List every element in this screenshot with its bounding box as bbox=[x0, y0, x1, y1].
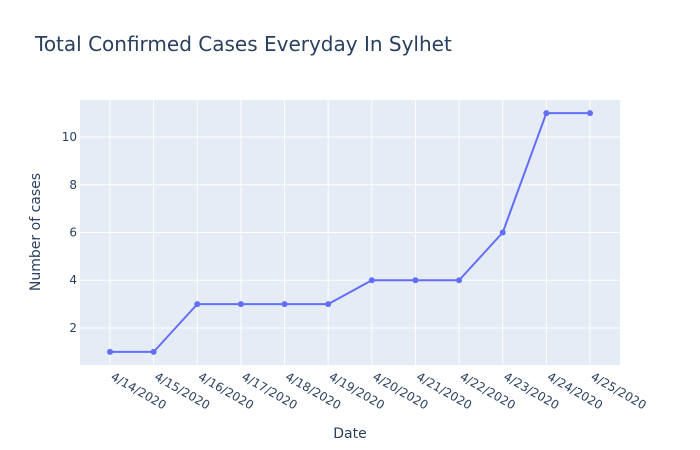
chart-title: Total Confirmed Cases Everyday In Sylhet bbox=[34, 32, 452, 56]
y-tick-label: 10 bbox=[62, 130, 77, 144]
y-tick-label: 2 bbox=[69, 321, 77, 335]
data-point bbox=[194, 301, 201, 308]
data-point bbox=[499, 229, 506, 236]
data-point bbox=[107, 348, 113, 355]
x-axis-title: Date bbox=[333, 426, 366, 442]
data-point bbox=[412, 277, 419, 284]
y-axis-title: Number of cases bbox=[28, 173, 44, 291]
data-point bbox=[281, 301, 288, 308]
series-line bbox=[110, 112, 590, 353]
data-point bbox=[150, 348, 157, 355]
data-point bbox=[368, 277, 375, 284]
data-point bbox=[237, 301, 244, 308]
y-axis-ticks: 2 4 6 8 10 bbox=[62, 130, 77, 335]
y-tick-label: 6 bbox=[69, 226, 77, 240]
series-layer bbox=[110, 112, 590, 353]
marker-layer bbox=[107, 110, 593, 355]
data-point bbox=[587, 110, 593, 117]
data-point bbox=[543, 110, 550, 117]
y-tick-label: 4 bbox=[69, 273, 77, 287]
y-tick-label: 8 bbox=[69, 178, 77, 192]
data-point bbox=[456, 277, 463, 284]
data-point bbox=[325, 301, 332, 308]
grid-lines bbox=[80, 100, 620, 365]
